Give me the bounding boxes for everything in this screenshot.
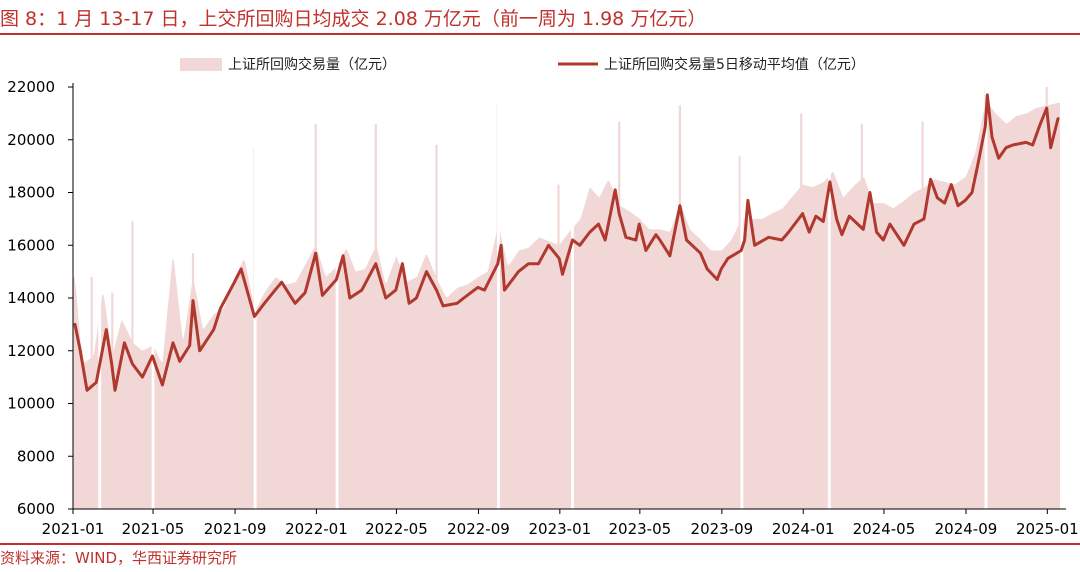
y-tick-label: 12000 [7,342,55,360]
y-tick-label: 10000 [7,395,55,413]
volume-bar-spike [618,121,621,510]
x-tick-label: 2023-05 [609,520,672,538]
y-tick-label: 16000 [7,236,55,254]
holiday-gap [984,85,988,509]
holiday-gap [151,85,155,509]
legend-layer: 上证所回购交易量（亿元） 上证所回购交易量5日移动平均值（亿元） [180,56,865,73]
volume-bar-spike [314,123,317,510]
volume-bar-spike [557,184,560,509]
x-tick-label: 2024-01 [772,520,835,538]
x-tick-label: 2024-05 [853,520,916,538]
title-rule [0,33,1080,35]
volume-bar-spike [921,121,924,510]
legend-label-line: 上证所回购交易量5日移动平均值（亿元） [604,56,865,73]
volume-bars-area [73,101,1060,509]
holiday-gap [740,85,744,509]
x-tick-label: 2022-09 [447,520,510,538]
x-tick-label: 2024-09 [935,520,998,538]
x-tick-label: 2022-05 [365,520,428,538]
holiday-gap [827,85,831,509]
volume-bar-spike [800,113,803,510]
x-tick-label: 2025-01 [1016,520,1079,538]
volume-bar-spike [435,145,438,509]
holiday-gap [253,85,257,509]
x-tick-label: 2021-01 [42,520,105,538]
y-tick-label: 8000 [17,447,55,465]
legend-label-bars: 上证所回购交易量（亿元） [228,56,396,73]
bars-layer [73,85,1060,510]
volume-bar-spike [191,253,195,509]
holiday-gap [335,85,339,509]
axes-layer: 6000 8000 10000 12000 14000 16000 18000 20000 22… [7,78,1078,538]
volume-bar-spike [374,123,377,510]
x-tick-label: 2023-09 [691,520,754,538]
volume-bar-spike [1045,87,1048,509]
volume-bar-spike [111,292,114,509]
figure-title: 图 8：1 月 13-17 日，上交所回购日均成交 2.08 万亿元（前一周为 … [0,8,707,30]
line-layer [73,93,1060,392]
source-rule [0,543,1080,545]
y-tick-label: 20000 [7,131,55,149]
x-tick-label: 2021-05 [122,520,185,538]
x-tick-label: 2021-09 [204,520,267,538]
y-tick-label: 22000 [7,78,55,96]
y-tick-label: 6000 [17,500,55,518]
volume-bar-spike [90,276,93,509]
x-tick-label: 2022-01 [285,520,348,538]
legend-swatch-bars [180,58,222,71]
y-tick-label: 18000 [7,184,55,202]
holiday-gap [497,85,500,509]
x-tick-label: 2023-01 [528,520,591,538]
holiday-gap [98,85,102,509]
y-tick-label: 14000 [7,289,55,307]
source-note: 资料来源：WIND，华西证券研究所 [0,549,238,567]
ma5-line [73,93,1060,392]
volume-bar-spike [738,155,741,509]
volume-bar-spike [678,105,681,509]
holiday-gap [571,85,574,509]
volume-bar-spike [860,123,863,510]
